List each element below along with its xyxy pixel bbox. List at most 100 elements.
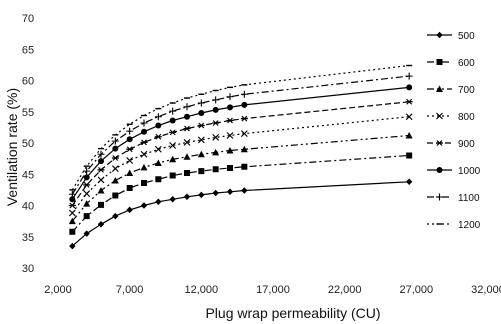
data-point [183, 125, 191, 132]
data-point [405, 132, 413, 139]
data-point [212, 148, 220, 156]
data-point [69, 196, 76, 203]
series-1000 [69, 84, 413, 203]
data-point [227, 104, 233, 111]
data-point [198, 191, 205, 199]
data-point [83, 190, 91, 198]
data-point [227, 165, 233, 171]
data-point [126, 185, 133, 191]
data-point [154, 133, 162, 140]
data-point [212, 106, 219, 113]
data-point [212, 166, 219, 173]
series-line [71, 154, 410, 233]
data-point [169, 196, 176, 203]
data-point [68, 202, 76, 209]
data-point [68, 209, 76, 217]
data-point [197, 122, 205, 129]
data-point [83, 167, 91, 175]
legend-item: 900 [427, 139, 475, 150]
data-point [406, 152, 413, 159]
data-point [436, 31, 443, 39]
legend-item: 500 [427, 31, 475, 42]
y-tick-label: 30 [22, 263, 34, 275]
data-point [240, 145, 248, 153]
data-point [226, 117, 234, 124]
data-point [155, 122, 162, 129]
data-point [169, 142, 177, 149]
series-1200 [69, 64, 413, 191]
data-point [83, 181, 91, 188]
data-point [197, 99, 205, 107]
data-point [126, 157, 134, 164]
data-point [197, 150, 205, 158]
data-point [240, 90, 248, 98]
y-axis-title: Ventilation rate (%) [4, 88, 20, 206]
data-point [97, 187, 105, 194]
data-point [83, 230, 90, 237]
data-point [241, 187, 248, 194]
data-point [169, 172, 176, 179]
y-tick-label: 60 [22, 76, 34, 88]
data-point [68, 217, 76, 225]
data-point [184, 170, 190, 176]
legend-item: 1000 [427, 166, 481, 177]
y-tick-label: 45 [22, 169, 34, 181]
series-1100 [68, 72, 413, 198]
data-point [183, 193, 191, 200]
series-layer [68, 64, 413, 250]
y-tick-label: 65 [22, 44, 34, 56]
data-point [69, 242, 76, 250]
x-tick-label: 2,000 [44, 284, 72, 296]
data-point [98, 201, 104, 208]
legend-label: 800 [458, 112, 475, 123]
data-point [405, 178, 413, 185]
x-tick-label: 17,000 [256, 284, 290, 296]
data-point [154, 159, 162, 166]
data-point [184, 113, 190, 120]
data-point [212, 120, 220, 126]
legend-item: 600 [427, 58, 475, 69]
data-point [126, 136, 133, 143]
data-point [212, 96, 220, 104]
x-axis-title: Plug wrap permeability (CU) [205, 305, 380, 321]
x-tick-label: 32,000 [471, 284, 501, 296]
data-point [241, 163, 248, 170]
data-point [226, 188, 234, 195]
data-point [436, 59, 443, 65]
data-point [240, 115, 248, 122]
y-tick-label: 50 [22, 138, 34, 150]
data-point [141, 128, 147, 135]
data-point [140, 163, 148, 171]
legend-label: 1000 [458, 166, 481, 177]
data-point [183, 138, 191, 146]
data-point [183, 103, 191, 111]
series-line [71, 86, 410, 200]
data-point [140, 202, 148, 209]
data-point [436, 193, 443, 201]
legend-item: 1200 [427, 220, 481, 231]
data-point [169, 129, 177, 136]
y-tick-label: 55 [22, 107, 34, 119]
legend-label: 700 [458, 85, 475, 96]
data-point [126, 169, 134, 176]
data-point [436, 112, 443, 120]
data-point [212, 189, 219, 197]
data-point [183, 153, 191, 160]
data-point [240, 130, 248, 138]
data-point [226, 147, 234, 154]
data-point [155, 176, 162, 183]
data-point [83, 200, 91, 207]
data-point [154, 113, 162, 121]
data-point [436, 167, 443, 173]
y-tick-label: 40 [22, 201, 34, 213]
data-point [98, 158, 104, 165]
data-point [405, 98, 413, 105]
legend-item: 700 [427, 85, 475, 96]
data-point [112, 192, 119, 199]
data-point [405, 72, 413, 80]
legend-label: 500 [458, 31, 475, 42]
data-point [97, 166, 105, 173]
data-point [436, 85, 443, 92]
series-line [71, 116, 410, 214]
